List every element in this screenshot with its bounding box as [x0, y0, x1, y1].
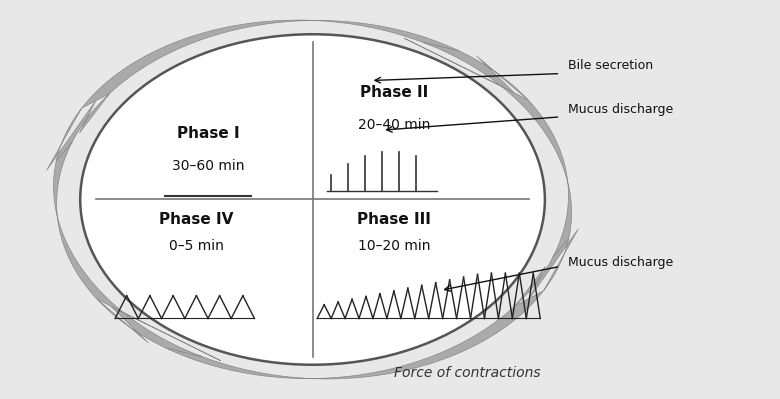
Polygon shape	[82, 20, 459, 108]
Polygon shape	[404, 38, 528, 100]
Text: 20–40 min: 20–40 min	[358, 118, 430, 132]
Text: Mucus discharge: Mucus discharge	[568, 103, 673, 115]
Polygon shape	[47, 93, 110, 170]
Text: Phase IV: Phase IV	[159, 212, 233, 227]
Text: Mucus discharge: Mucus discharge	[568, 256, 673, 269]
Polygon shape	[501, 85, 572, 257]
Text: 0–5 min: 0–5 min	[169, 239, 224, 253]
Text: 10–20 min: 10–20 min	[357, 239, 430, 253]
Polygon shape	[165, 291, 544, 379]
Text: Phase II: Phase II	[360, 85, 428, 100]
Text: Phase I: Phase I	[177, 126, 239, 141]
Polygon shape	[97, 299, 221, 361]
Ellipse shape	[80, 34, 545, 365]
Polygon shape	[516, 229, 579, 306]
Text: 30–60 min: 30–60 min	[172, 160, 244, 174]
Text: Bile secretion: Bile secretion	[568, 59, 653, 72]
Polygon shape	[54, 142, 125, 314]
Text: Force of contractions: Force of contractions	[394, 365, 541, 379]
Text: Phase III: Phase III	[357, 212, 431, 227]
